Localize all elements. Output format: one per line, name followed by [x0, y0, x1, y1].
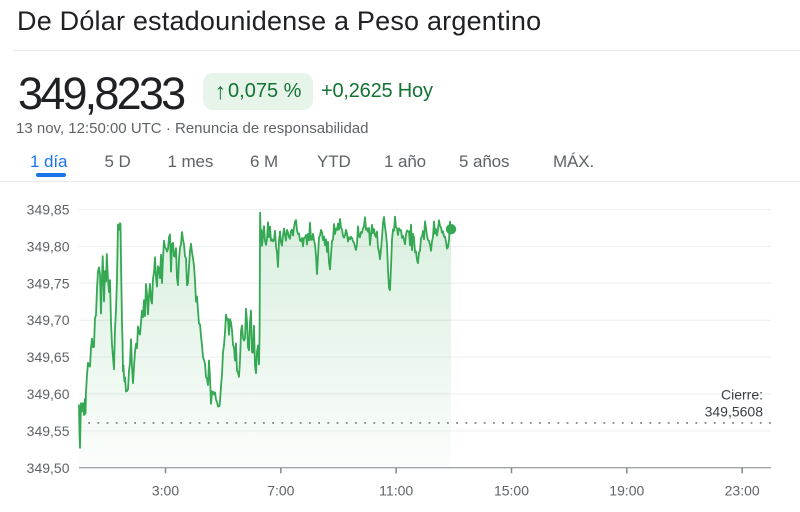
last-price-dot	[445, 224, 457, 235]
y-axis-label: 349,50	[27, 460, 70, 476]
tab-1-a-o[interactable]: 1 año	[384, 152, 427, 171]
tab-1-d-a[interactable]: 1 día	[30, 152, 68, 171]
change-absolute: +0,2625 Hoy	[321, 80, 433, 102]
change-percent: 0,075 %	[228, 80, 302, 102]
tab-ytd[interactable]: YTD	[317, 152, 351, 171]
change-badge: ↑ 0,075 %	[203, 73, 313, 110]
y-axis-label: 349,85	[27, 202, 70, 218]
separator-dot: ·	[165, 120, 171, 137]
price-chart[interactable]: 349,85 349,80 349,75 349,70 349,65 349,60 349,…	[0, 190, 800, 512]
x-axis-label: 3:00	[152, 483, 179, 499]
close-label-title: Cierre:	[721, 387, 763, 403]
arrow-up-icon: ↑	[214, 78, 227, 104]
range-tabs: 1 día 5 D 1 mes 6 M YTD 1 año 5 años MÁX.	[0, 146, 800, 177]
timestamp-row: 13 nov, 12:50:00 UTC · Renuncia de respo…	[16, 121, 368, 136]
price-value: 349,8233	[18, 68, 186, 119]
timestamp: 13 nov, 12:50:00 UTC	[16, 120, 162, 137]
tab-5-d[interactable]: 5 D	[104, 152, 131, 171]
tab-m-x-[interactable]: MÁX.	[553, 152, 595, 171]
x-axis-label: 23:00	[725, 483, 760, 499]
y-axis-label: 349,60	[27, 386, 70, 402]
divider	[0, 181, 800, 182]
active-tab-underline	[36, 173, 66, 177]
y-axis-label: 349,70	[27, 312, 70, 328]
divider	[13, 50, 800, 51]
y-axis-label: 349,55	[27, 423, 70, 439]
x-axis-label: 19:00	[609, 483, 644, 499]
x-axis-label: 7:00	[267, 483, 294, 499]
y-axis-label: 349,65	[27, 349, 70, 365]
x-axis-label: 11:00	[379, 483, 413, 499]
disclaimer-link[interactable]: Renuncia de responsabilidad	[175, 120, 369, 137]
tab-6-m[interactable]: 6 M	[250, 152, 279, 171]
y-axis-label: 349,80	[27, 238, 70, 254]
x-axis-label: 15:00	[494, 483, 529, 499]
page-title: De Dólar estadounidense a Peso argentino	[17, 6, 542, 36]
tab-5-a-os[interactable]: 5 años	[459, 152, 510, 171]
close-label-value: 349,5608	[705, 404, 764, 420]
area-fill	[79, 212, 451, 468]
tab-1-mes[interactable]: 1 mes	[167, 152, 214, 171]
y-axis-label: 349,75	[27, 275, 70, 291]
price-line	[78, 211, 452, 449]
